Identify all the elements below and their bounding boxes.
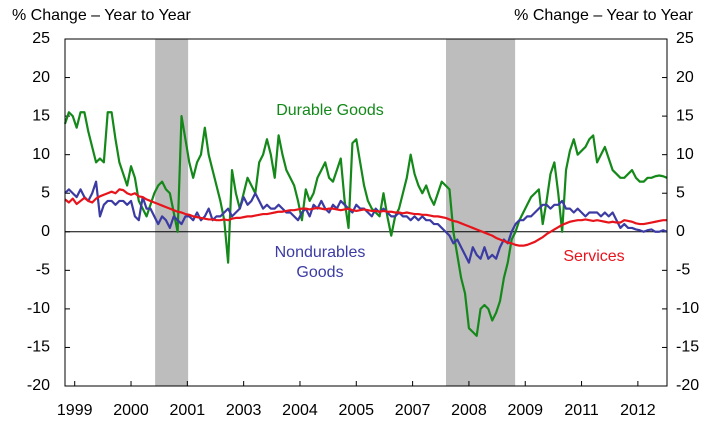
annotation: Services — [563, 248, 624, 265]
annotation: Goods — [296, 264, 343, 281]
y-tick-label: 10 — [32, 146, 50, 163]
y-tick-label: 0 — [41, 223, 50, 240]
y2-tick-label: -15 — [676, 339, 699, 356]
y2-tick-label: 25 — [676, 30, 694, 47]
y-tick-label: 15 — [32, 107, 50, 124]
y2-tick-label: -5 — [676, 262, 690, 279]
recession-band — [446, 39, 516, 386]
x-tick-label: 2004 — [282, 402, 318, 419]
x-tick-label: 2009 — [507, 402, 543, 419]
x-tick-label: 2008 — [451, 402, 487, 419]
x-tick-label: 2001 — [170, 402, 206, 419]
y2-tick-label: -20 — [676, 377, 699, 394]
y-tick-label: -10 — [27, 300, 50, 317]
y2-tick-label: 15 — [676, 107, 694, 124]
y2-axis-label: % Change – Year to Year — [514, 7, 693, 24]
y-tick-label: 20 — [32, 69, 50, 86]
y-tick-label: 5 — [41, 184, 50, 201]
series-line — [63, 111, 668, 337]
annotation: Nondurables — [275, 244, 366, 261]
series-line — [64, 188, 667, 247]
y2-tick-label: 0 — [676, 223, 685, 240]
x-tick-label: 2007 — [395, 402, 431, 419]
x-tick-label: 2000 — [113, 402, 149, 419]
x-tick-label: 1999 — [57, 402, 93, 419]
y-tick-label: -5 — [36, 262, 50, 279]
y-tick-label: -15 — [27, 339, 50, 356]
y2-tick-label: 10 — [676, 146, 694, 163]
y2-tick-label: 20 — [676, 69, 694, 86]
x-tick-label: 2005 — [338, 402, 374, 419]
annotation: Durable Goods — [276, 102, 384, 119]
y-tick-label: -20 — [27, 377, 50, 394]
x-tick-label: 2003 — [226, 402, 262, 419]
x-tick-label: 2012 — [620, 402, 656, 419]
y2-tick-label: 5 — [676, 184, 685, 201]
y2-tick-label: -10 — [676, 300, 699, 317]
plot-frame — [64, 38, 668, 387]
y-tick-label: 25 — [32, 30, 50, 47]
x-tick-label: 2011 — [564, 402, 599, 419]
y-axis-label: % Change – Year to Year — [12, 7, 191, 24]
